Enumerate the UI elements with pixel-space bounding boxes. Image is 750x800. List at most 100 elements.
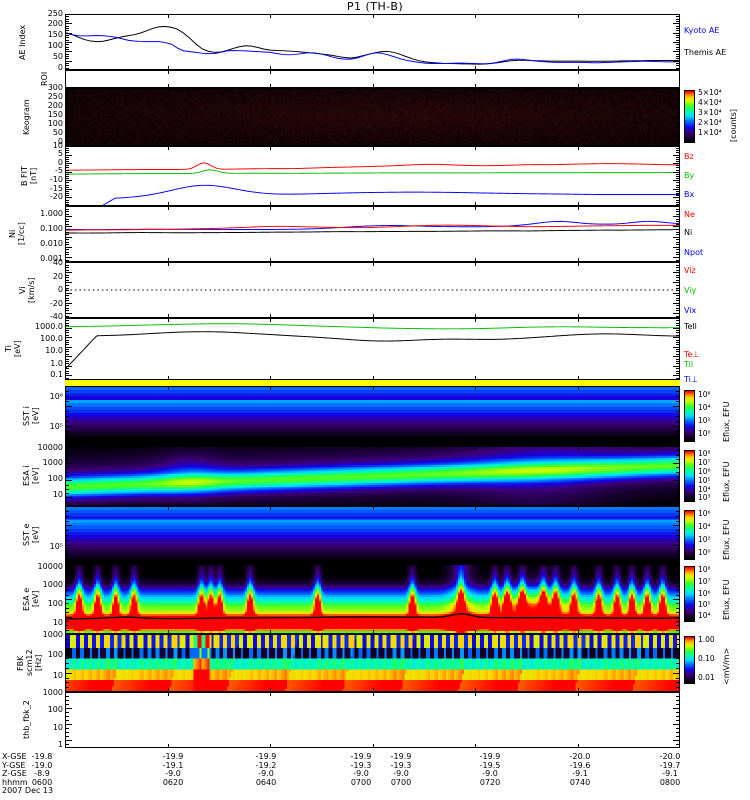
axis-value: -19.0 [31, 760, 53, 770]
legend-ni: Ni [684, 228, 693, 237]
panel-b-fit [65, 146, 680, 206]
axis-value: -19.9 [255, 752, 277, 761]
sst-electrons-colorbar [684, 510, 695, 560]
axis-value: 0600 [31, 777, 53, 787]
keogram-yticks: 300 250 200 150 100 50 0 [47, 83, 63, 146]
panel-thb-fbk-2 [65, 692, 680, 748]
legend-bz: Bz [684, 152, 694, 161]
legend-tiperp: Ti⊥ [684, 375, 698, 384]
axis-value: 0700 [350, 777, 372, 787]
keogram-cbar-label-2: 3×10⁴ [698, 108, 722, 117]
keogram-spectrogram [66, 89, 679, 145]
axis-value: 0700 [390, 777, 412, 787]
axis-value: -8.9 [34, 769, 50, 778]
ti-te-traces [66, 323, 679, 369]
axis-value: -19.9 [350, 752, 372, 761]
panel-ni-density [65, 206, 680, 262]
fbk-cbar-label-1: 0.10 [698, 654, 715, 663]
legend-tell: Tell [684, 322, 697, 331]
esa-ions-colorbar [684, 450, 695, 502]
esa-ions-cbar-unit: Eflux, EFU [722, 461, 731, 503]
axis-value: 0720 [479, 777, 501, 787]
esa-electrons-cbar-label-0: 10⁸ [698, 565, 711, 574]
ti-te-yticks: 1000.0 100.0 10.0 1.0 0.1 [35, 322, 63, 379]
sst-ions-cbar-label-3: 10⁰ [698, 429, 711, 438]
esa-ions-cbar-label-1: 10⁷ [698, 458, 711, 467]
fbk-cbar-unit: <mV/m> [722, 647, 731, 685]
axis-value: 0740 [569, 777, 591, 787]
legend-kyoto-ae: Kyoto AE [684, 26, 720, 35]
legend-vix: Vix [684, 306, 697, 315]
legend-viz: Viz [684, 266, 696, 275]
page-title: P1 (TH-B) [346, 0, 404, 13]
esa-electrons-colorbar [684, 566, 695, 622]
axis-value: -19.6 [569, 760, 591, 770]
axis-value: -19.9 [479, 752, 501, 761]
esa-electrons-spectrogram [66, 565, 679, 633]
axis-value: -20.0 [569, 752, 591, 761]
axis-value: -9.1 [662, 769, 678, 778]
sst-electrons-spectrogram [66, 507, 679, 563]
keogram-cbar-label-0: 5×10⁴ [698, 88, 722, 97]
esa-ions-spectrogram [66, 447, 679, 505]
axis-value: -9.0 [482, 769, 498, 778]
sst-ions-yticks: 10⁶ 10⁵ [49, 392, 63, 431]
panel-esa-ions [65, 446, 680, 506]
panel-ae-index [65, 14, 680, 70]
sst-ions-cbar-label-0: 10⁶ [698, 390, 711, 399]
axis-value: -9.0 [353, 769, 369, 778]
esa-ions-ylabel: ESA i [eV] [22, 465, 40, 487]
sst-electrons-cbar-label-0: 10⁶ [698, 509, 711, 518]
sst-ions-ylabel: SST i [eV] [22, 406, 40, 426]
axis-value: 0620 [162, 777, 184, 787]
esa-ions-yticks: 10000 1000 100 10 [37, 443, 63, 499]
vi-velocity-ylabel: Vi [km/s] [18, 277, 36, 303]
esa-electrons-cbar-label-3: 10⁵ [698, 600, 711, 609]
legend-bx: Bx [684, 190, 695, 199]
panel-esa-electrons [65, 564, 680, 634]
thb-fbk-2-yticks: 1000 100 10 1 [42, 688, 63, 749]
sst-electrons-yticks: 10⁵ [49, 542, 63, 551]
legend-by: By [684, 171, 695, 180]
sst-ions-cbar-label-2: 10² [698, 416, 711, 425]
fbk-colorbar [684, 636, 695, 684]
panel-ti-te [65, 318, 680, 380]
panel-keogram [65, 88, 680, 146]
fbk-yticks: 1000 100 10 [42, 630, 63, 680]
ni-density-traces [66, 220, 679, 234]
esa-electrons-cbar-unit: Eflux, EFU [722, 579, 731, 621]
axis-value: 0640 [255, 777, 277, 787]
legend-ne: Ne [684, 210, 695, 219]
esa-ions-cbar-label-2: 10⁶ [698, 467, 711, 476]
panel-sst-electrons [65, 506, 680, 564]
thb-fbk-2-ylabel: thb_fbk_2 [22, 700, 31, 740]
ni-density-yticks: 1.000 0.100 0.010 0.001 [40, 209, 63, 263]
sst-electrons-cbar-label-1: 10⁴ [698, 522, 711, 531]
axis-value: -9.1 [572, 769, 588, 778]
sst-electrons-cbar-label-2: 10² [698, 535, 711, 544]
b-fit-ylabel: B FIT [nT] [20, 166, 38, 186]
axis-row-name-hhmm: hhmm [2, 777, 28, 787]
fbk-spectrogram [66, 635, 679, 691]
vi-velocity-traces [66, 289, 679, 291]
esa-electrons-cbar-label-2: 10⁶ [698, 589, 711, 598]
axis-row-name-z-gse: Z-GSE [2, 769, 27, 778]
sst-electrons-cbar-unit: Eflux, EFU [722, 519, 731, 561]
axis-value: -19.7 [659, 760, 681, 770]
panel-sst-ions [65, 386, 680, 446]
keogram-cbar-unit: [counts] [729, 109, 738, 142]
sst-electrons-ylabel: SST e [eV] [22, 523, 40, 547]
esa-electrons-overlay [66, 613, 679, 620]
b-fit-traces [66, 162, 679, 205]
axis-value: -9.0 [258, 769, 274, 778]
axis-value: -19.8 [31, 752, 53, 761]
esa-electrons-ylabel: ESA e [eV] [22, 587, 40, 611]
axis-value: -9.0 [165, 769, 181, 778]
keogram-colorbar [684, 90, 695, 143]
ni-density-ylabel: Ni [1/cc] [8, 222, 26, 246]
axis-value: -20.0 [659, 752, 681, 761]
mode-band [65, 380, 680, 386]
axis-value: -9.0 [393, 769, 409, 778]
fbk-cbar-label-2: 0.01 [698, 673, 715, 682]
